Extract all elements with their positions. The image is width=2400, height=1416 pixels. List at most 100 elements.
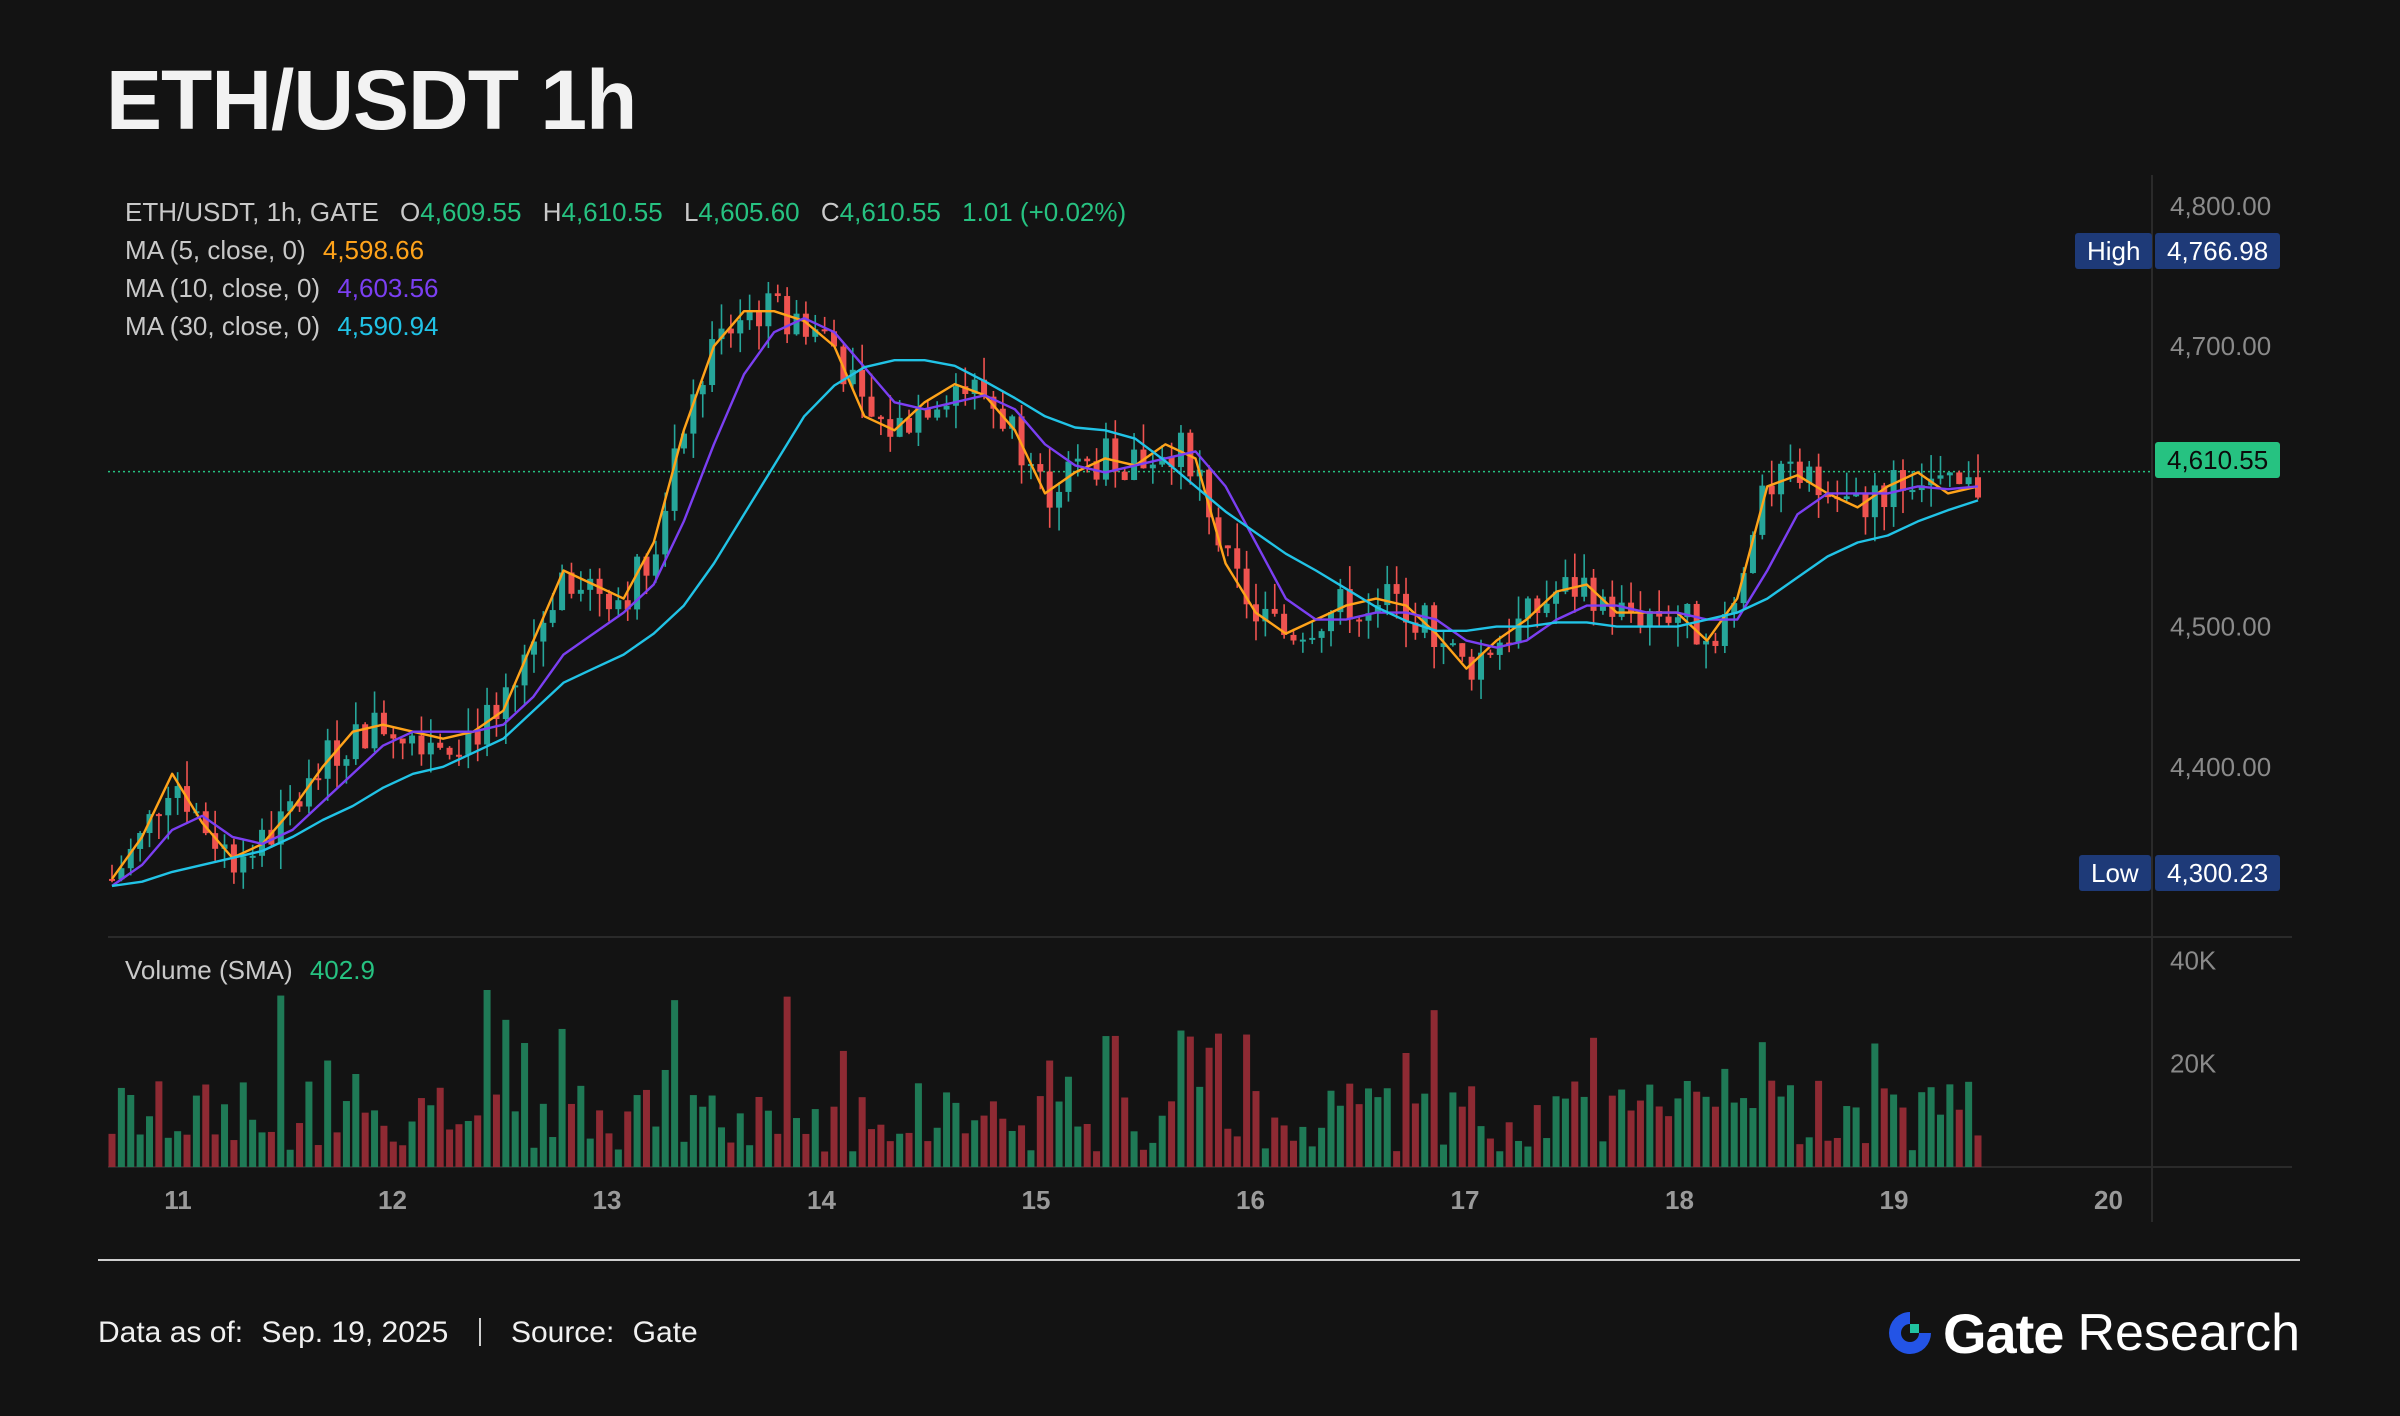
- volume-bar: [549, 1137, 557, 1167]
- candle-body: [1112, 438, 1119, 472]
- candle-body: [1431, 605, 1438, 648]
- candle-body: [1290, 634, 1297, 641]
- volume-value: 402.9: [309, 955, 375, 985]
- volume-bar: [1233, 1136, 1241, 1167]
- volume-bar: [1111, 1035, 1119, 1167]
- open-label: O: [400, 197, 421, 227]
- volume-bar: [1346, 1083, 1354, 1167]
- volume-bar: [427, 1105, 435, 1167]
- candle-body: [287, 801, 294, 812]
- candle-body: [971, 379, 978, 395]
- ma5-legend: MA (5, close, 0) 4,598.66: [125, 231, 1126, 269]
- candle-body: [934, 409, 941, 418]
- volume-bar: [1064, 1076, 1072, 1167]
- volume-bar: [492, 1094, 500, 1167]
- volume-bar: [1046, 1060, 1054, 1167]
- ma30-legend: MA (30, close, 0) 4,590.94: [125, 307, 1126, 345]
- volume-bar: [1308, 1146, 1316, 1167]
- volume-bar: [1730, 1102, 1738, 1167]
- volume-bar: [961, 1133, 969, 1167]
- candle-body: [868, 396, 875, 417]
- volume-bar: [155, 1081, 163, 1167]
- volume-bar: [1702, 1096, 1710, 1167]
- candle-body: [1327, 612, 1334, 632]
- candle-body: [615, 600, 622, 610]
- volume-label: Volume (SMA): [125, 955, 293, 985]
- volume-bar: [1824, 1140, 1832, 1167]
- volume-bar: [1299, 1126, 1307, 1167]
- candle-body: [849, 369, 856, 385]
- candle-body: [1581, 577, 1588, 597]
- volume-bar: [708, 1095, 716, 1167]
- candle-body: [634, 556, 641, 610]
- volume-bar: [614, 1149, 622, 1167]
- candle-body: [296, 801, 303, 807]
- volume-bar: [1139, 1149, 1147, 1167]
- volume-bar: [1974, 1135, 1982, 1167]
- ma10-line: [111, 317, 1979, 887]
- volume-bar: [483, 990, 491, 1167]
- ma5-line: [111, 310, 1979, 880]
- candle-body: [1553, 591, 1560, 604]
- candle-body: [371, 712, 378, 749]
- volume-bar: [1852, 1107, 1860, 1167]
- volume-bar: [980, 1115, 988, 1167]
- volume-bar: [436, 1087, 444, 1167]
- candle-body: [1009, 416, 1016, 429]
- volume-bar: [774, 1133, 782, 1167]
- candle-body: [1881, 485, 1888, 508]
- candle-body: [1056, 491, 1063, 508]
- candle-body: [465, 731, 472, 755]
- volume-bar: [924, 1141, 932, 1167]
- volume-bar: [830, 1106, 838, 1167]
- candle-body: [915, 408, 922, 433]
- volume-bar: [1515, 1140, 1523, 1167]
- candle-body: [493, 704, 500, 720]
- candle-body: [1365, 613, 1372, 621]
- candle-body: [1637, 612, 1644, 626]
- volume-bar: [1777, 1096, 1785, 1167]
- high-value: 4,610.55: [561, 197, 663, 227]
- volume-bar: [1815, 1080, 1823, 1167]
- low-value: 4,605.60: [698, 197, 800, 227]
- volume-bar: [464, 1121, 472, 1167]
- candle-body: [390, 734, 397, 739]
- volume-bar: [146, 1116, 154, 1167]
- candle-body: [1468, 656, 1475, 680]
- source-value: Gate: [632, 1316, 698, 1349]
- volume-bar: [511, 1111, 519, 1167]
- candle-body: [680, 433, 687, 449]
- volume-bar: [249, 1119, 257, 1167]
- volume-bar: [624, 1111, 632, 1167]
- candle-body: [118, 868, 125, 880]
- y-tick-label: 4,500.00: [2170, 612, 2271, 642]
- volume-bar: [164, 1137, 172, 1167]
- volume-bar: [652, 1126, 660, 1167]
- volume-bar: [642, 1089, 650, 1167]
- volume-bar: [727, 1142, 735, 1167]
- candle-body: [1449, 643, 1456, 646]
- volume-bar: [258, 1132, 266, 1167]
- candle-body: [1721, 614, 1728, 646]
- candle-body: [1384, 584, 1391, 606]
- volume-tick-label: 40K: [2170, 945, 2217, 975]
- volume-bar: [605, 1133, 613, 1167]
- volume-bar: [202, 1084, 210, 1167]
- volume-bar: [1796, 1144, 1804, 1167]
- candle-body: [202, 811, 209, 834]
- ma30-value: 4,590.94: [337, 311, 439, 341]
- volume-bar: [1102, 1036, 1110, 1167]
- volume-bar: [1580, 1096, 1588, 1167]
- volume-bar: [183, 1134, 191, 1167]
- candle-body: [409, 735, 416, 744]
- candle-body: [549, 610, 556, 623]
- volume-bar: [1327, 1090, 1335, 1167]
- candle-body: [1815, 466, 1822, 496]
- x-tick-label: 14: [807, 1185, 836, 1215]
- volume-bar: [633, 1095, 641, 1167]
- volume-bar: [1899, 1107, 1907, 1167]
- candle-body: [437, 742, 444, 748]
- volume-bar: [1130, 1131, 1138, 1167]
- candle-body: [315, 778, 322, 781]
